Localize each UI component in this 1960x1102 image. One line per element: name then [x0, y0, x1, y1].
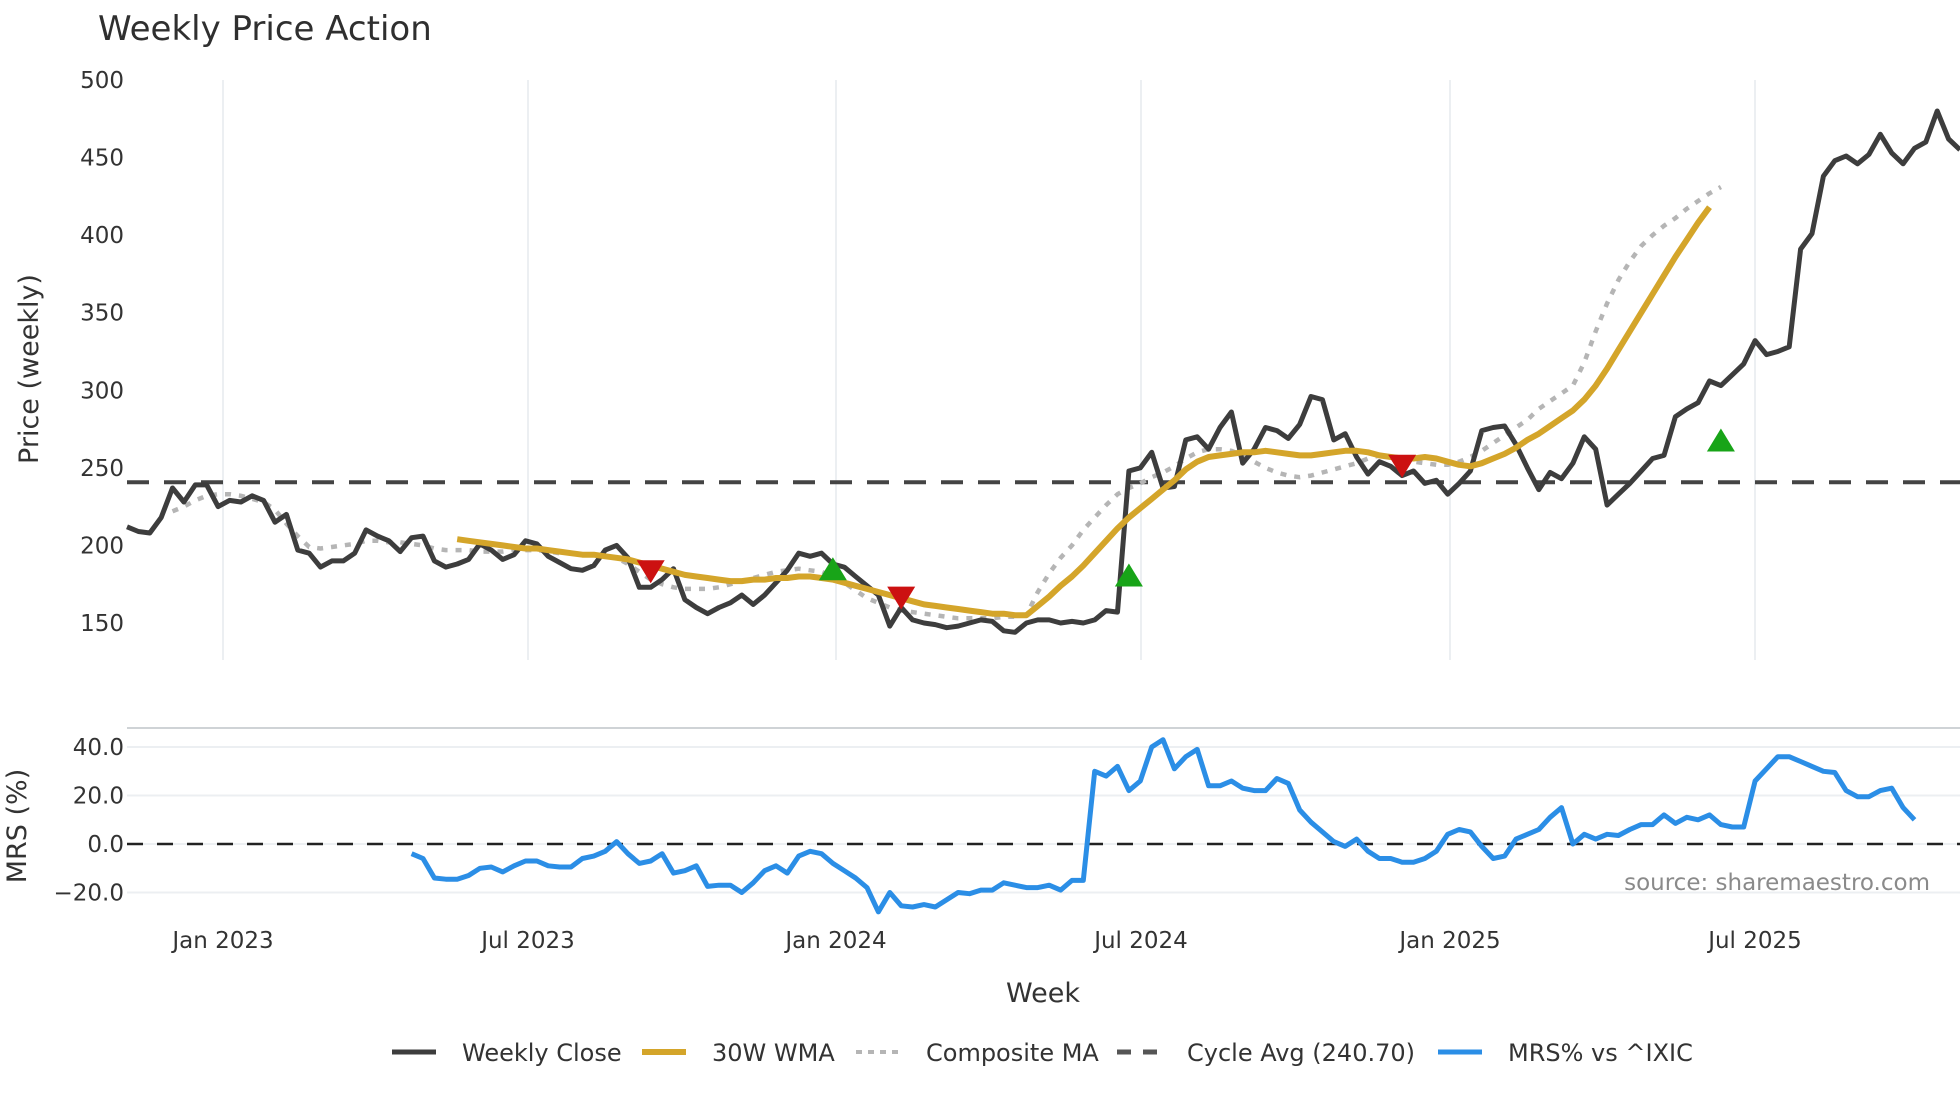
- source-note: source: sharemaestro.com: [1624, 870, 1930, 896]
- legend-label: Weekly Close: [462, 1039, 622, 1067]
- legend-label: Composite MA: [926, 1039, 1099, 1067]
- legend-label: Cycle Avg (240.70): [1187, 1039, 1415, 1067]
- sell-signal-icon: [887, 586, 916, 610]
- sell-signal-icon: [636, 560, 665, 584]
- price-y-tick: 250: [80, 456, 124, 482]
- weekly-close-line: [126, 108, 1960, 635]
- price-y-tick: 450: [80, 146, 124, 172]
- x-tick-label: Jan 2025: [1397, 928, 1500, 954]
- buy-signal-icon: [1706, 428, 1735, 452]
- legend-item-composite[interactable]: Composite MA: [856, 1039, 1099, 1067]
- legend-item-cycle[interactable]: Cycle Avg (240.70): [1117, 1039, 1415, 1067]
- mrs-line: [410, 737, 1917, 915]
- price-gridlines: [222, 80, 1756, 660]
- x-tick-label: Jul 2023: [479, 928, 575, 954]
- composite-ma-line: [171, 185, 1722, 621]
- chart-title: Weekly Price Action: [98, 9, 432, 49]
- buy-signal-icon: [818, 557, 847, 581]
- price-y-tick: 400: [80, 223, 124, 249]
- mrs-y-tick: 40.0: [73, 735, 124, 761]
- price-y-tick: 150: [80, 611, 124, 637]
- x-tick-label: Jan 2023: [170, 928, 273, 954]
- sell-signal-icon: [1388, 454, 1417, 478]
- price-y-tick: 300: [80, 378, 124, 404]
- legend: Weekly Close 30W WMA Composite MA Cycle Avg…: [392, 1039, 1693, 1067]
- mrs-y-tick: 20.0: [73, 784, 124, 810]
- x-axis-ticks: Jan 2023 Jul 2023 Jan 2024 Jul 2024 Jan 2025…: [170, 928, 1801, 954]
- price-y-tick: 200: [80, 533, 124, 559]
- price-y-tick: 500: [80, 68, 124, 94]
- legend-item-wma[interactable]: 30W WMA: [642, 1039, 835, 1067]
- price-y-axis-title: Price (weekly): [14, 274, 45, 464]
- legend-item-close[interactable]: Weekly Close: [392, 1039, 622, 1067]
- wma-30w-line: [456, 205, 1712, 619]
- mrs-y-tick: −20.0: [54, 881, 124, 907]
- price-y-ticks: 150 200 250 300 350 400 450 500: [80, 68, 124, 637]
- x-axis-title: Week: [1006, 978, 1080, 1009]
- buy-signal-icon: [1114, 563, 1143, 587]
- mrs-y-tick: 0.0: [87, 832, 124, 858]
- price-y-tick: 350: [80, 301, 124, 327]
- x-tick-label: Jul 2024: [1092, 928, 1188, 954]
- mrs-y-axis-title: MRS (%): [2, 769, 33, 884]
- legend-label: MRS% vs ^IXIC: [1508, 1039, 1693, 1067]
- signal-markers: [636, 428, 1735, 610]
- mrs-y-ticks: −20.0 0.0 20.0 40.0: [54, 735, 124, 907]
- x-tick-label: Jan 2024: [783, 928, 886, 954]
- price-panel: 150 200 250 300 350 400 450 500 Price (weekly): [14, 68, 1960, 660]
- legend-item-mrs[interactable]: MRS% vs ^IXIC: [1438, 1039, 1693, 1067]
- x-tick-label: Jul 2025: [1706, 928, 1802, 954]
- mrs-panel: −20.0 0.0 20.0 40.0 MRS (%) source: sharema…: [2, 727, 1960, 915]
- legend-label: 30W WMA: [712, 1039, 835, 1067]
